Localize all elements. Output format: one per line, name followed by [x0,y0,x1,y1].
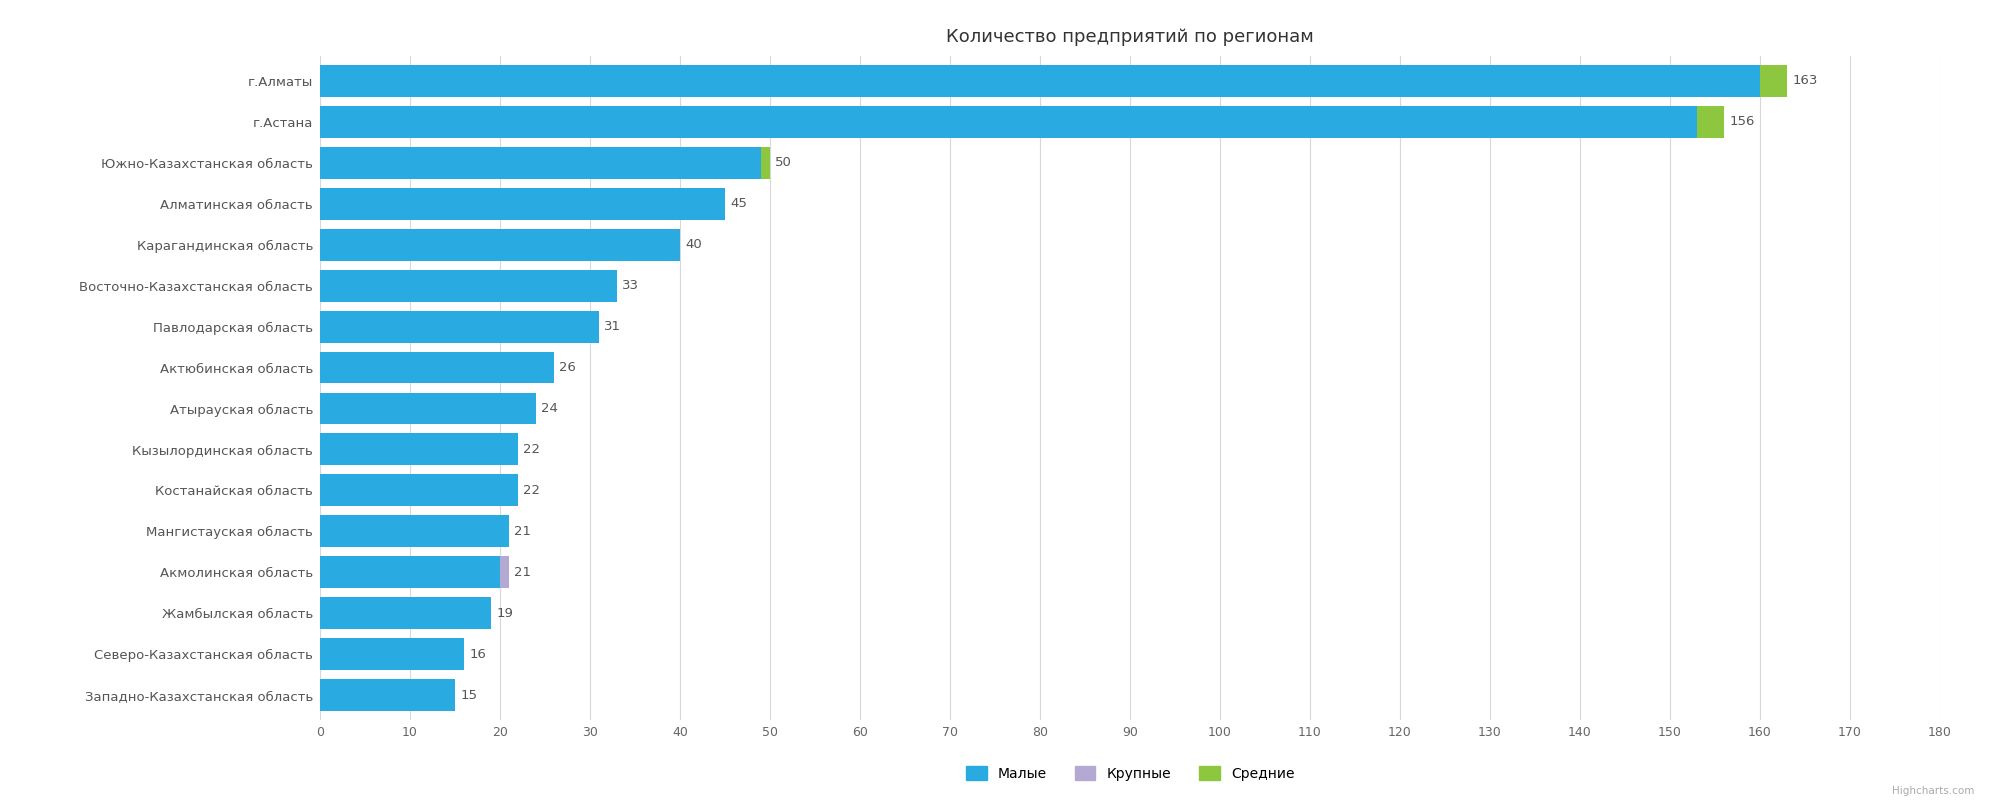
Text: 21: 21 [514,566,532,579]
Text: 163: 163 [1792,74,1818,87]
Bar [760,146,770,178]
Bar [320,393,536,425]
Bar [320,598,492,630]
Text: 45: 45 [730,197,748,210]
Bar [320,65,1760,97]
Bar [320,679,456,711]
Bar [320,474,518,506]
Bar [320,557,500,589]
Bar [320,310,600,342]
Text: 50: 50 [776,156,792,169]
Text: 26: 26 [560,361,576,374]
Bar [1696,106,1724,138]
Bar [320,146,760,178]
Text: 156: 156 [1730,115,1754,128]
Text: 16: 16 [470,648,486,661]
Text: 19: 19 [496,607,514,620]
Bar [320,434,518,466]
Bar [320,106,1696,138]
Bar [320,270,616,302]
Text: 33: 33 [622,279,640,292]
Bar [320,351,554,383]
Legend: Малые, Крупные, Средние: Малые, Крупные, Средние [960,761,1300,786]
Title: Количество предприятий по регионам: Количество предприятий по регионам [946,28,1314,46]
Text: 21: 21 [514,525,532,538]
Text: 22: 22 [524,484,540,497]
Bar [320,638,464,670]
Text: 24: 24 [542,402,558,415]
Bar [1760,65,1788,97]
Bar [500,557,508,589]
Text: Highcharts.com: Highcharts.com [1892,786,1974,796]
Text: 31: 31 [604,320,622,333]
Text: 40: 40 [686,238,702,251]
Bar [320,187,724,219]
Text: 22: 22 [524,443,540,456]
Bar [320,515,508,547]
Text: 15: 15 [460,689,478,702]
Bar [320,229,680,261]
